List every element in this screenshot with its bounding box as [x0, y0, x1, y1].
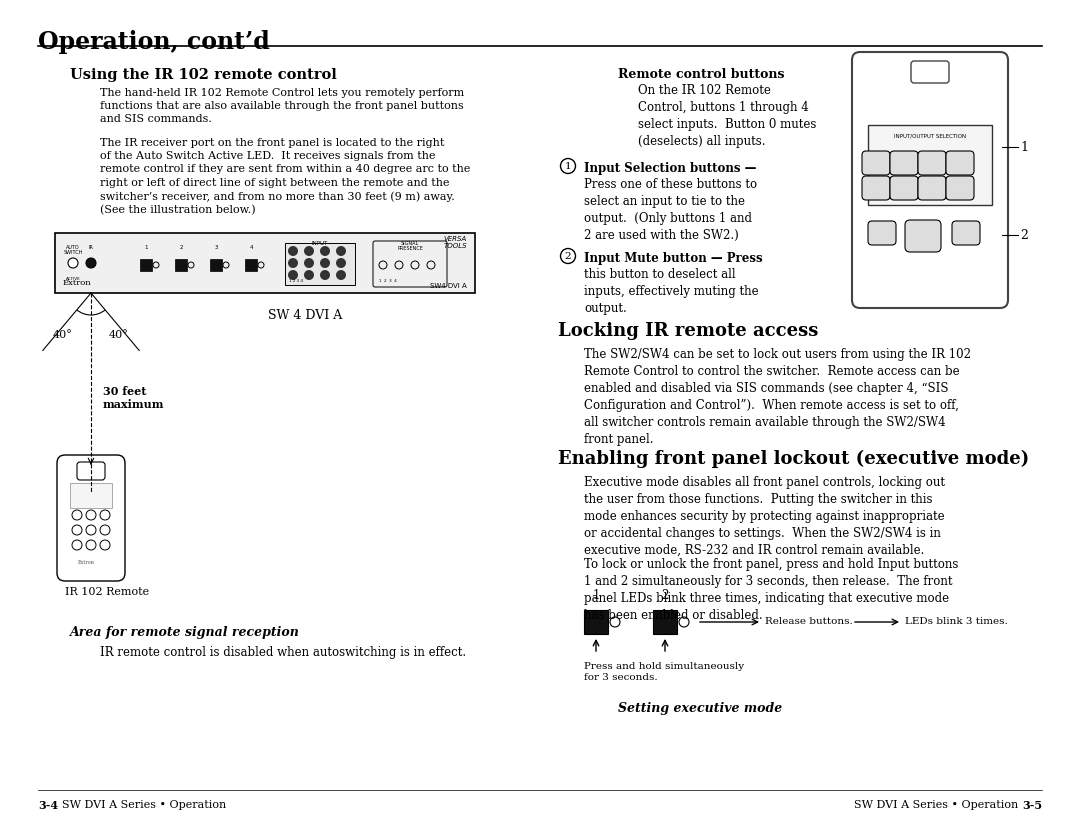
Text: 2: 2: [1020, 229, 1028, 242]
Circle shape: [336, 258, 346, 268]
Text: Input Mute button — Press: Input Mute button — Press: [584, 252, 762, 265]
Text: Enabling front panel lockout (executive mode): Enabling front panel lockout (executive …: [558, 450, 1029, 468]
FancyBboxPatch shape: [862, 151, 890, 175]
Text: 1 2 3 4: 1 2 3 4: [289, 279, 303, 283]
Text: 30 feet
maximum: 30 feet maximum: [103, 386, 164, 409]
Text: Extron: Extron: [63, 279, 92, 287]
Text: 3-5: 3-5: [1022, 800, 1042, 811]
Circle shape: [288, 270, 298, 280]
Text: 1: 1: [145, 245, 148, 250]
Text: On the IR 102 Remote
Control, buttons 1 through 4
select inputs.  Button 0 mutes: On the IR 102 Remote Control, buttons 1 …: [638, 84, 816, 148]
FancyBboxPatch shape: [285, 243, 355, 285]
Text: The hand-held IR 102 Remote Control lets you remotely perform
functions that are: The hand-held IR 102 Remote Control lets…: [100, 88, 464, 124]
Text: 1: 1: [565, 162, 571, 170]
Circle shape: [320, 270, 330, 280]
Circle shape: [303, 270, 314, 280]
FancyBboxPatch shape: [77, 462, 105, 480]
Text: 1: 1: [1020, 140, 1028, 153]
FancyBboxPatch shape: [905, 220, 941, 252]
Text: Press and hold simultaneously
for 3 seconds.: Press and hold simultaneously for 3 seco…: [584, 662, 744, 682]
Text: 1  2  3  4: 1 2 3 4: [379, 279, 396, 283]
Text: INPUT/OUTPUT SELECTION: INPUT/OUTPUT SELECTION: [894, 133, 967, 138]
Text: The SW2/SW4 can be set to lock out users from using the IR 102
Remote Control to: The SW2/SW4 can be set to lock out users…: [584, 348, 971, 446]
Text: SW DVI A Series • Operation: SW DVI A Series • Operation: [854, 800, 1018, 810]
FancyBboxPatch shape: [918, 176, 946, 200]
Text: Using the IR 102 remote control: Using the IR 102 remote control: [70, 68, 337, 82]
Text: 2: 2: [661, 589, 669, 602]
Text: SIGNAL
PRESENCE: SIGNAL PRESENCE: [397, 241, 423, 251]
Text: this button to deselect all
inputs, effectively muting the
output.: this button to deselect all inputs, effe…: [584, 268, 758, 315]
Text: 1: 1: [592, 589, 599, 602]
Text: 2: 2: [179, 245, 183, 250]
Bar: [653, 610, 677, 634]
Text: SW 4 DVI A: SW 4 DVI A: [268, 309, 342, 322]
Text: AUTO
SWITCH: AUTO SWITCH: [64, 245, 83, 255]
Text: Setting executive mode: Setting executive mode: [618, 702, 782, 715]
FancyBboxPatch shape: [57, 455, 125, 581]
Text: Operation, cont’d: Operation, cont’d: [38, 30, 270, 54]
Circle shape: [336, 270, 346, 280]
Circle shape: [336, 246, 346, 256]
Circle shape: [320, 258, 330, 268]
Text: Locking IR remote access: Locking IR remote access: [558, 322, 819, 340]
FancyBboxPatch shape: [868, 221, 896, 245]
FancyBboxPatch shape: [868, 125, 993, 205]
FancyBboxPatch shape: [946, 151, 974, 175]
Text: The IR receiver port on the front panel is located to the right
of the Auto Swit: The IR receiver port on the front panel …: [100, 138, 471, 215]
Text: IR remote control is disabled when autoswitching is in effect.: IR remote control is disabled when autos…: [100, 646, 467, 659]
Text: 3: 3: [214, 245, 218, 250]
Text: 4: 4: [249, 245, 253, 250]
FancyBboxPatch shape: [946, 176, 974, 200]
FancyBboxPatch shape: [890, 176, 918, 200]
Text: VERSA
TOOLS: VERSA TOOLS: [444, 236, 467, 249]
Bar: [70, 483, 112, 508]
Text: Release buttons.: Release buttons.: [765, 617, 853, 626]
FancyBboxPatch shape: [951, 221, 980, 245]
Bar: [55, 233, 475, 293]
Text: 2: 2: [565, 252, 571, 260]
FancyBboxPatch shape: [918, 151, 946, 175]
FancyBboxPatch shape: [852, 52, 1008, 308]
Text: 3-4: 3-4: [38, 800, 58, 811]
Text: Extron: Extron: [78, 560, 94, 565]
Circle shape: [288, 258, 298, 268]
Text: IR 102 Remote: IR 102 Remote: [65, 587, 149, 597]
Text: 40°: 40°: [109, 330, 129, 340]
Circle shape: [68, 258, 78, 268]
Bar: [210, 259, 222, 271]
Circle shape: [303, 258, 314, 268]
FancyBboxPatch shape: [912, 61, 949, 83]
FancyBboxPatch shape: [373, 241, 447, 287]
Text: Executive mode disables all front panel controls, locking out
the user from thos: Executive mode disables all front panel …: [584, 476, 945, 557]
Circle shape: [288, 246, 298, 256]
Circle shape: [86, 258, 96, 268]
Text: Input Selection buttons —: Input Selection buttons —: [584, 162, 756, 175]
Text: SW4 DVI A: SW4 DVI A: [430, 283, 467, 289]
Text: ACTIVE: ACTIVE: [66, 277, 80, 281]
Text: IR: IR: [89, 245, 94, 250]
Text: 40°: 40°: [53, 330, 72, 340]
Text: INPUT: INPUT: [312, 241, 328, 246]
Bar: [175, 259, 187, 271]
Text: Press one of these buttons to
select an input to tie to the
output.  (Only butto: Press one of these buttons to select an …: [584, 178, 757, 242]
Circle shape: [303, 246, 314, 256]
Bar: [140, 259, 152, 271]
Text: LEDs blink 3 times.: LEDs blink 3 times.: [905, 617, 1008, 626]
Bar: [584, 610, 608, 634]
Text: Area for remote signal reception: Area for remote signal reception: [70, 626, 300, 639]
Text: Remote control buttons: Remote control buttons: [618, 68, 784, 81]
Circle shape: [320, 246, 330, 256]
Text: To lock or unlock the front panel, press and hold Input buttons
1 and 2 simultan: To lock or unlock the front panel, press…: [584, 558, 958, 622]
FancyBboxPatch shape: [890, 151, 918, 175]
FancyBboxPatch shape: [862, 176, 890, 200]
Text: SW DVI A Series • Operation: SW DVI A Series • Operation: [62, 800, 226, 810]
Bar: [245, 259, 257, 271]
